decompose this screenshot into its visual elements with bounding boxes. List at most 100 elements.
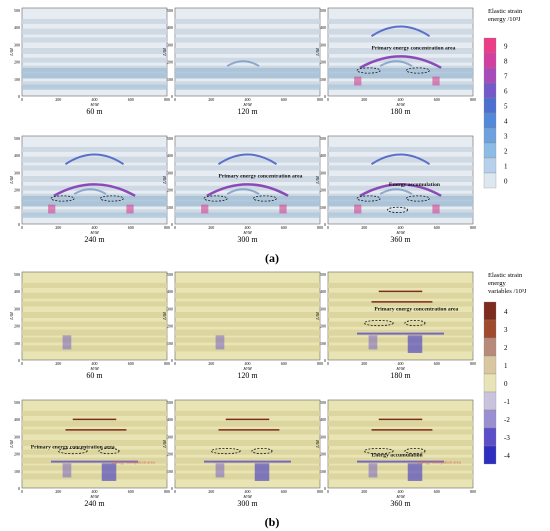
x-tick-label: 800 — [470, 489, 476, 494]
y-tick-label: 0 — [18, 222, 20, 227]
legend-tick-label: 3 — [504, 326, 508, 334]
legend-swatch — [483, 97, 497, 114]
legend-tick-label: -2 — [504, 416, 510, 424]
x-tick-label: 800 — [164, 361, 170, 366]
y-tick-label: 400 — [167, 417, 173, 422]
y-tick-label: 0 — [171, 486, 173, 491]
y-tick-label: 500 — [167, 8, 173, 13]
x-tick-label: 600 — [128, 225, 134, 230]
concentration-annotation: Primary energy concentration area — [31, 444, 115, 450]
x-axis-label: H/M — [395, 230, 405, 235]
x-tick-label: 0 — [174, 97, 176, 102]
x-tick-label: 600 — [434, 225, 440, 230]
legend-title: energy — [488, 280, 507, 287]
legend-tick-label: 2 — [504, 148, 508, 156]
y-tick-label: 200 — [167, 324, 173, 329]
y-axis-label: L/M — [9, 48, 14, 57]
x-tick-label: 200 — [361, 225, 367, 230]
y-tick-label: 0 — [18, 94, 20, 99]
part-b-label: (b) — [265, 515, 280, 529]
y-axis-label: L/M — [9, 440, 14, 449]
legend-swatch — [483, 127, 497, 144]
x-axis-label: H/M — [89, 494, 99, 499]
y-tick-label: 300 — [167, 42, 173, 47]
legend-tick-label: 2 — [504, 344, 508, 352]
x-axis-label: H/M — [395, 102, 405, 107]
x-tick-label: 200 — [361, 97, 367, 102]
legend-tick-label: 9 — [504, 43, 508, 51]
x-tick-label: 600 — [128, 97, 134, 102]
x-tick-label: 400 — [245, 225, 251, 230]
legend-swatch — [483, 82, 497, 99]
x-tick-label: 800 — [317, 97, 323, 102]
x-axis-label: H/M — [89, 366, 99, 371]
y-tick-label: 0 — [18, 358, 20, 363]
y-tick-label: 0 — [171, 94, 173, 99]
x-tick-label: 200 — [361, 489, 367, 494]
legend-tick-label: 1 — [504, 163, 508, 171]
y-tick-label: 400 — [14, 25, 20, 30]
y-tick-label: 400 — [320, 289, 326, 294]
x-axis-label: H/M — [242, 230, 252, 235]
legend-tick-label: 1 — [504, 362, 508, 370]
legend-title: variables /10³J — [488, 288, 527, 295]
x-axis-label: H/M — [242, 102, 252, 107]
panel-caption: 180 m — [390, 107, 411, 116]
x-tick-label: 600 — [281, 361, 287, 366]
x-axis-label: H/M — [242, 494, 252, 499]
x-tick-label: 0 — [327, 97, 329, 102]
legend-tick-label: -3 — [504, 434, 510, 442]
x-tick-label: 800 — [164, 225, 170, 230]
x-tick-label: 800 — [164, 489, 170, 494]
dissipation-annotation: Energy dissipation area — [112, 459, 155, 464]
y-tick-label: 0 — [324, 94, 326, 99]
x-tick-label: 400 — [245, 361, 251, 366]
x-tick-label: 400 — [398, 361, 404, 366]
x-tick-label: 800 — [317, 225, 323, 230]
x-tick-label: 400 — [245, 97, 251, 102]
y-tick-label: 200 — [320, 60, 326, 65]
concentration-annotation: Primary energy concentration area — [219, 173, 303, 179]
y-axis-label: L/M — [162, 176, 167, 185]
y-tick-label: 200 — [14, 452, 20, 457]
y-tick-label: 300 — [320, 42, 326, 47]
x-tick-label: 200 — [208, 489, 214, 494]
legend-swatch — [483, 112, 497, 129]
legend-tick-label: -4 — [504, 452, 510, 460]
x-tick-label: 200 — [55, 361, 61, 366]
y-tick-label: 300 — [320, 306, 326, 311]
panel-caption: 360 m — [390, 235, 411, 244]
panel-caption: 60 m — [86, 371, 103, 380]
x-tick-label: 0 — [21, 361, 23, 366]
x-tick-label: 600 — [434, 489, 440, 494]
legend-swatch — [483, 157, 497, 174]
x-tick-label: 400 — [398, 225, 404, 230]
y-tick-label: 500 — [320, 136, 326, 141]
panel-caption: 360 m — [390, 499, 411, 508]
legend-swatch — [483, 427, 497, 447]
y-tick-label: 200 — [14, 324, 20, 329]
y-tick-label: 0 — [324, 358, 326, 363]
legend-swatch — [483, 142, 497, 159]
x-tick-label: 800 — [317, 489, 323, 494]
y-axis-label: L/M — [315, 176, 320, 185]
y-tick-label: 100 — [320, 77, 326, 82]
x-tick-label: 400 — [92, 489, 98, 494]
y-axis-label: L/M — [162, 440, 167, 449]
legend-tick-label: 5 — [504, 103, 508, 111]
y-tick-label: 400 — [320, 417, 326, 422]
y-tick-label: 500 — [320, 8, 326, 13]
x-tick-label: 200 — [208, 361, 214, 366]
y-axis-label: L/M — [9, 176, 14, 185]
x-tick-label: 0 — [21, 97, 23, 102]
legend-swatch — [483, 319, 497, 339]
legend-swatch — [483, 37, 497, 54]
panel-caption: 120 m — [237, 371, 258, 380]
legend-tick-label: -1 — [504, 398, 510, 406]
